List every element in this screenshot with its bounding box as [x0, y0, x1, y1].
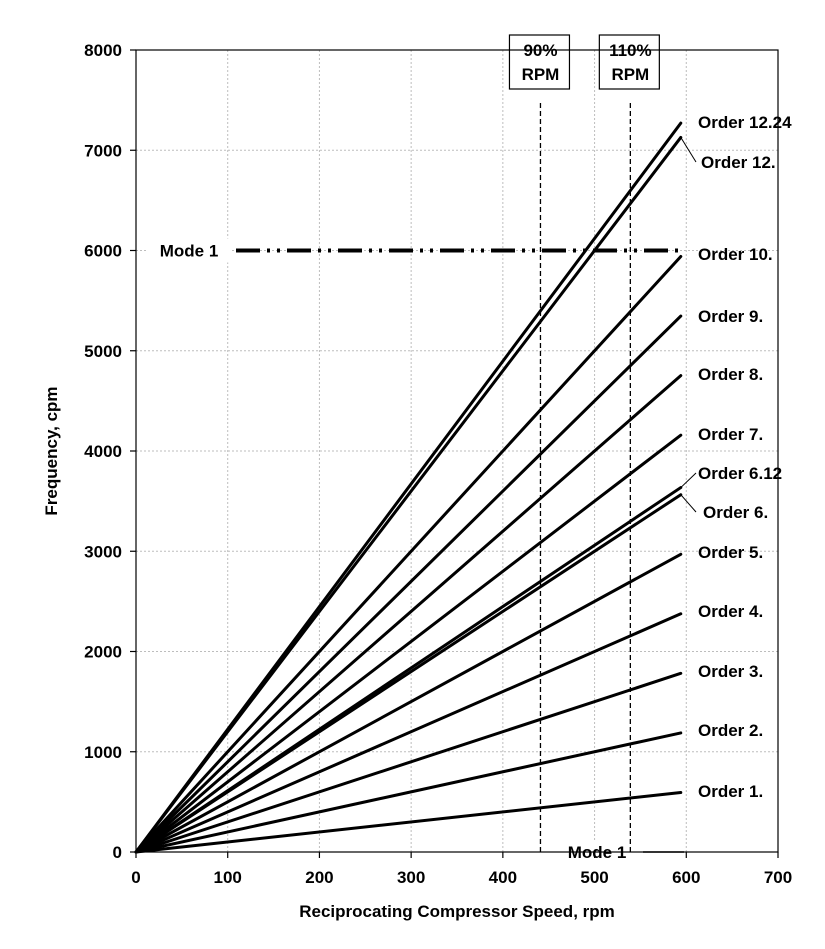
mode1-label: Mode 1 — [160, 242, 219, 261]
y-tick-label: 3000 — [84, 542, 122, 561]
x-axis-title: Reciprocating Compressor Speed, rpm — [299, 902, 615, 921]
order-label: Order 6.12 — [698, 464, 782, 483]
x-tick-label: 200 — [305, 868, 333, 887]
y-tick-label: 5000 — [84, 342, 122, 361]
label-leader-line — [680, 472, 697, 488]
order-line — [134, 486, 683, 854]
order-label: Order 12.24 — [698, 113, 792, 132]
y-tick-label: 6000 — [84, 242, 122, 261]
order-label: Order 12. — [701, 153, 776, 172]
x-tick-label: 600 — [672, 868, 700, 887]
x-tick-label: 0 — [131, 868, 140, 887]
label-leader-line — [680, 494, 697, 513]
order-line — [134, 612, 683, 854]
y-tick-label: 4000 — [84, 442, 122, 461]
order-label: Order 9. — [698, 307, 763, 326]
rpm-label-box — [598, 34, 660, 90]
rpm-label-unit: RPM — [522, 65, 560, 84]
order-line — [134, 121, 683, 854]
x-tick-label: 500 — [580, 868, 608, 887]
order-label: Order 8. — [698, 365, 763, 384]
x-tick-label: 400 — [489, 868, 517, 887]
series-labels: Order 1. Order 2. Order 3. Order 4. Order 5.… — [680, 113, 792, 801]
order-label: Order 2. — [698, 721, 763, 740]
x-tick-label: 100 — [214, 868, 242, 887]
order-lines — [134, 121, 683, 854]
order-line — [134, 255, 683, 854]
grid — [136, 50, 778, 852]
order-line — [134, 671, 683, 854]
rpm-label-unit: RPM — [611, 65, 649, 84]
y-tick-label: 1000 — [84, 743, 122, 762]
order-label: Order 6. — [703, 503, 768, 522]
y-tick-label: 7000 — [84, 141, 122, 160]
x-tick-label: 300 — [397, 868, 425, 887]
order-label: Order 7. — [698, 425, 763, 444]
order-line — [134, 552, 683, 854]
x-tick-label: 700 — [764, 868, 792, 887]
ticks: 0 100 200 300 400 500 600 700010002000300040005… — [84, 41, 792, 887]
y-tick-label: 0 — [113, 843, 122, 862]
order-label: Order 5. — [698, 543, 763, 562]
order-line — [134, 433, 683, 854]
mode1-label-background — [146, 238, 232, 263]
y-tick-label: 2000 — [84, 643, 122, 662]
order-line — [134, 374, 683, 854]
order-line — [134, 731, 683, 854]
rpm-label-box — [508, 34, 571, 90]
order-line — [134, 314, 683, 854]
order-label: Order 3. — [698, 662, 763, 681]
y-axis-title: Frequency, cpm — [42, 386, 61, 515]
order-line — [134, 790, 683, 854]
y-tick-label: 8000 — [84, 41, 122, 60]
order-label: Order 1. — [698, 782, 763, 801]
order-label: Order 10. — [698, 245, 773, 264]
order-label: Order 4. — [698, 602, 763, 621]
label-leader-line — [680, 137, 697, 163]
